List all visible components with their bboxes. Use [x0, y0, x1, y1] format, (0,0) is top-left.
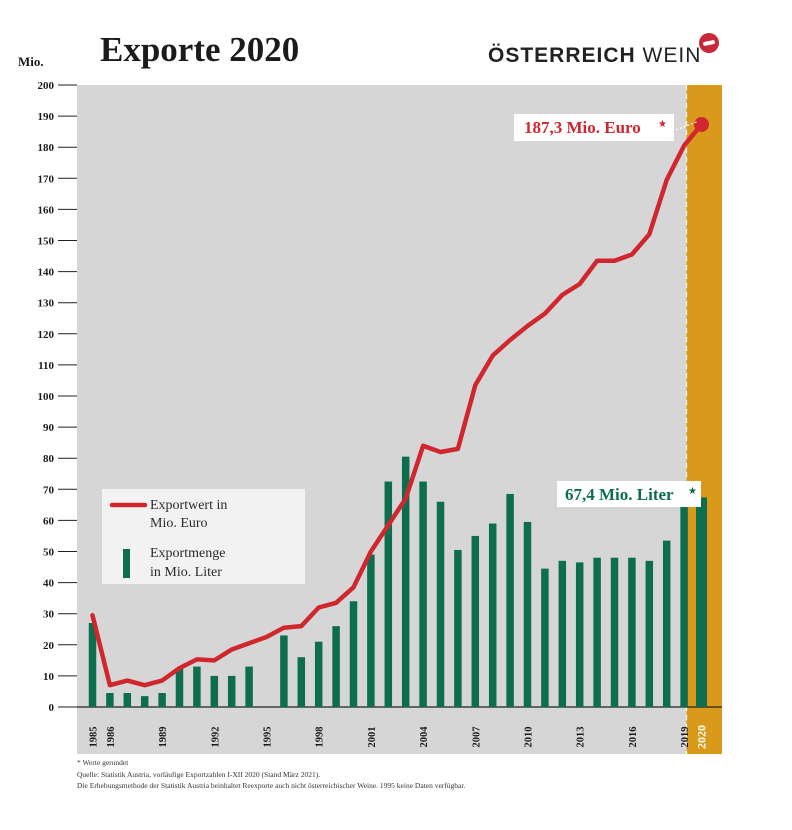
y-tick-label: 70 — [43, 484, 55, 496]
plot-background — [77, 85, 722, 707]
x-axis-band — [77, 707, 722, 754]
x-tick-label: 1995 — [263, 727, 274, 748]
export-volume-bar — [193, 666, 201, 707]
export-volume-bar — [662, 540, 671, 707]
x-tick-label: 2010 — [524, 727, 535, 748]
export-volume-bar — [245, 666, 253, 707]
export-volume-bar — [106, 693, 114, 707]
y-tick-label: 50 — [43, 547, 55, 559]
y-tick-label: 20 — [43, 640, 55, 652]
y-tick-label: 200 — [38, 80, 55, 92]
export-volume-bar — [210, 675, 219, 707]
brand-word-wein: WEIN — [642, 44, 702, 67]
export-volume-bar — [541, 568, 549, 707]
export-volume-bar — [558, 560, 567, 707]
y-tick-label: 170 — [38, 173, 55, 185]
y-tick-label: 90 — [43, 422, 55, 434]
export-volume-bar — [367, 554, 375, 707]
y-tick-label: 190 — [38, 111, 55, 123]
legend-bar-label: in Mio. Liter — [150, 565, 222, 580]
brand-wordmark: ÖSTERREICH WEIN — [488, 44, 701, 68]
y-tick-label: 100 — [38, 391, 55, 403]
export-volume-bar — [227, 675, 236, 707]
export-volume-bar — [140, 696, 149, 707]
legend-line-label: Mio. Euro — [150, 516, 208, 531]
export-volume-bar — [384, 481, 393, 707]
x-tick-label: 2013 — [576, 727, 587, 748]
legend-bar-label: Exportmenge — [150, 546, 225, 561]
y-tick-label: 80 — [43, 453, 55, 465]
export-volume-bar — [471, 535, 480, 707]
export-volume-bar — [158, 693, 166, 707]
value-callout-box — [514, 114, 674, 141]
value-callout-text: 187,3 Mio. Euro — [524, 118, 641, 137]
export-volume-bar — [628, 557, 636, 707]
x-tick-label: 2001 — [367, 727, 378, 748]
y-tick-label: 140 — [38, 267, 55, 279]
export-volume-bar — [696, 497, 707, 707]
y-tick-label: 110 — [38, 360, 54, 372]
export-value-endpoint — [694, 116, 709, 132]
x-tick-label: 1986 — [106, 727, 117, 748]
export-value-line — [90, 122, 704, 688]
export-volume-bar — [88, 623, 97, 707]
export-volume-bar — [506, 493, 514, 707]
y-tick-label: 40 — [43, 578, 55, 590]
legend-line-label: Exportwert in — [150, 498, 227, 513]
brand-word-oesterreich: ÖSTERREICH — [488, 44, 636, 67]
y-tick-label: 10 — [43, 671, 55, 683]
export-volume-bar — [280, 635, 288, 707]
x-tick-label: 2007 — [471, 727, 482, 748]
volume-callout-text: 67,4 Mio. Liter — [565, 485, 674, 504]
export-volume-bar — [436, 501, 445, 707]
export-volume-bar — [523, 521, 532, 707]
x-tick-label: 2016 — [628, 727, 639, 748]
x-tick-label: 2019 — [680, 727, 691, 748]
footnote-source: Quelle: Statistik Austria, vorläufige Ex… — [77, 770, 321, 779]
export-volume-bar — [175, 668, 184, 707]
y-tick-label: 160 — [38, 204, 55, 216]
footnote-rounded: * Werte gerundet — [77, 758, 129, 767]
x-tick-label: 1992 — [210, 727, 221, 748]
export-volume-bar — [349, 601, 358, 707]
volume-callout-leader — [697, 498, 701, 502]
volume-callout-box — [557, 481, 701, 507]
y-tick-label: 150 — [38, 236, 55, 248]
legend-bar-swatch — [123, 549, 130, 578]
x-tick-label: 2004 — [419, 726, 430, 748]
x-tick-label: 1985 — [89, 727, 100, 748]
x-tick-label: 1989 — [158, 727, 169, 748]
export-volume-bar — [314, 641, 323, 707]
export-volume-bar — [123, 693, 132, 707]
footnote-method: Die Erhebungsmethode der Statistik Austr… — [77, 781, 466, 790]
x-tick-label: 1998 — [315, 727, 326, 748]
brand-logo-icon — [699, 33, 719, 53]
y-axis-unit-label: Mio. — [18, 54, 44, 69]
chart-title: Exporte 2020 — [100, 30, 300, 69]
y-tick-label: 180 — [38, 142, 55, 154]
y-tick-label: 30 — [43, 609, 55, 621]
y-tick-label: 0 — [49, 702, 55, 714]
export-volume-bar — [488, 523, 497, 707]
export-volume-bar — [680, 506, 688, 707]
export-volume-bar — [332, 626, 340, 707]
export-volume-bar — [419, 481, 427, 707]
y-tick-label: 130 — [38, 298, 55, 310]
value-callout-star: ★ — [658, 119, 667, 130]
y-tick-label: 120 — [38, 329, 55, 341]
export-volume-bar — [575, 562, 584, 707]
export-volume-bar — [610, 557, 619, 707]
export-volume-bar — [645, 560, 654, 707]
y-tick-label: 60 — [43, 515, 55, 527]
export-volume-bar — [401, 456, 410, 707]
export-volume-bar — [454, 549, 462, 707]
export-volume-bar — [297, 657, 306, 707]
x-tick-label: 2020 — [695, 725, 709, 749]
volume-callout-star: ★ — [688, 486, 697, 497]
export-volume-bar — [593, 557, 601, 707]
